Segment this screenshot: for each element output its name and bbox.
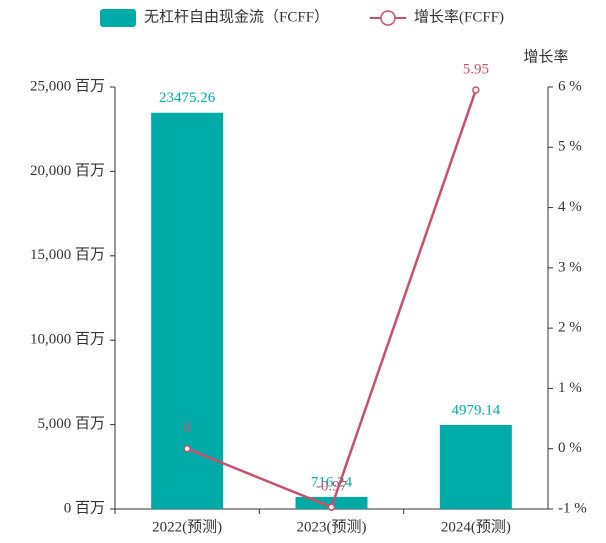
y2-tick-label: 0 % — [558, 440, 582, 456]
line-value-label: 0 — [183, 420, 191, 436]
y2-tick-label: 2 % — [558, 320, 582, 336]
legend-label: 无杠杆自由现金流（FCFF） — [144, 8, 329, 25]
y2-tick-label: -1 % — [558, 500, 587, 516]
bar-value-label: 4979.14 — [451, 402, 500, 418]
line-point — [472, 86, 480, 94]
y2-tick-label: 1 % — [558, 380, 582, 396]
legend-swatch — [100, 9, 136, 27]
line — [186, 89, 478, 509]
y-tick-label: 10,000 百万 — [30, 332, 105, 348]
line-point — [183, 444, 191, 453]
line-value-label: 5.95 — [463, 61, 489, 77]
x-tick-label: 2024(预测) — [441, 518, 511, 535]
y-tick-label: 0 百万 — [64, 500, 105, 516]
line-point — [327, 503, 336, 511]
bar-value-label: 23475.26 — [159, 90, 216, 106]
y2-tick-label: 5 % — [558, 139, 582, 155]
bar — [439, 424, 512, 509]
x-tick-label: 2022(预测) — [152, 518, 222, 535]
y-tick-label: 15,000 百万 — [30, 247, 105, 263]
bar — [151, 112, 224, 509]
y2-tick-label: 3 % — [558, 259, 582, 275]
line-value-label: -0.97 — [316, 479, 348, 495]
y-tick-label: 20,000 百万 — [30, 163, 105, 179]
x-tick-label: 2023(预测) — [297, 518, 367, 535]
y-tick-label: 5,000 百万 — [37, 416, 105, 432]
y-tick-label: 25,000 百万 — [30, 78, 105, 94]
y2-axis-title: 增长率 — [523, 48, 568, 65]
y2-tick-label: 4 % — [558, 199, 582, 215]
legend-swatch — [380, 10, 396, 26]
legend-label: 增长率(FCFF) — [414, 8, 504, 25]
y2-tick-label: 6 % — [558, 78, 582, 94]
